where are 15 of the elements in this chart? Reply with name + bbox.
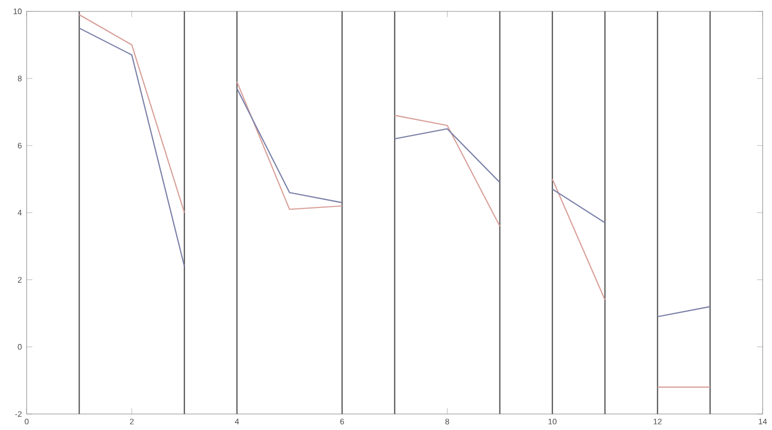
x-tick-label: 14 — [758, 418, 767, 424]
x-tick-label: 4 — [234, 418, 239, 424]
x-tick-label: 8 — [445, 418, 450, 424]
x-tick-label: 2 — [130, 418, 134, 424]
x-tick-label: 12 — [654, 418, 662, 424]
y-tick-label: 6 — [18, 142, 22, 148]
y-tick-label: 2 — [18, 276, 22, 283]
x-tick-label: 10 — [548, 418, 557, 424]
y-tick-label: 10 — [14, 8, 22, 14]
y-tick-label: 8 — [18, 76, 22, 82]
x-tick-label: 0 — [24, 418, 29, 424]
x-tick-label: 6 — [340, 418, 344, 424]
y-tick-label: 4 — [18, 210, 22, 216]
y-tick-label: 0 — [18, 344, 22, 350]
y-tick-label: -2 — [15, 411, 22, 417]
